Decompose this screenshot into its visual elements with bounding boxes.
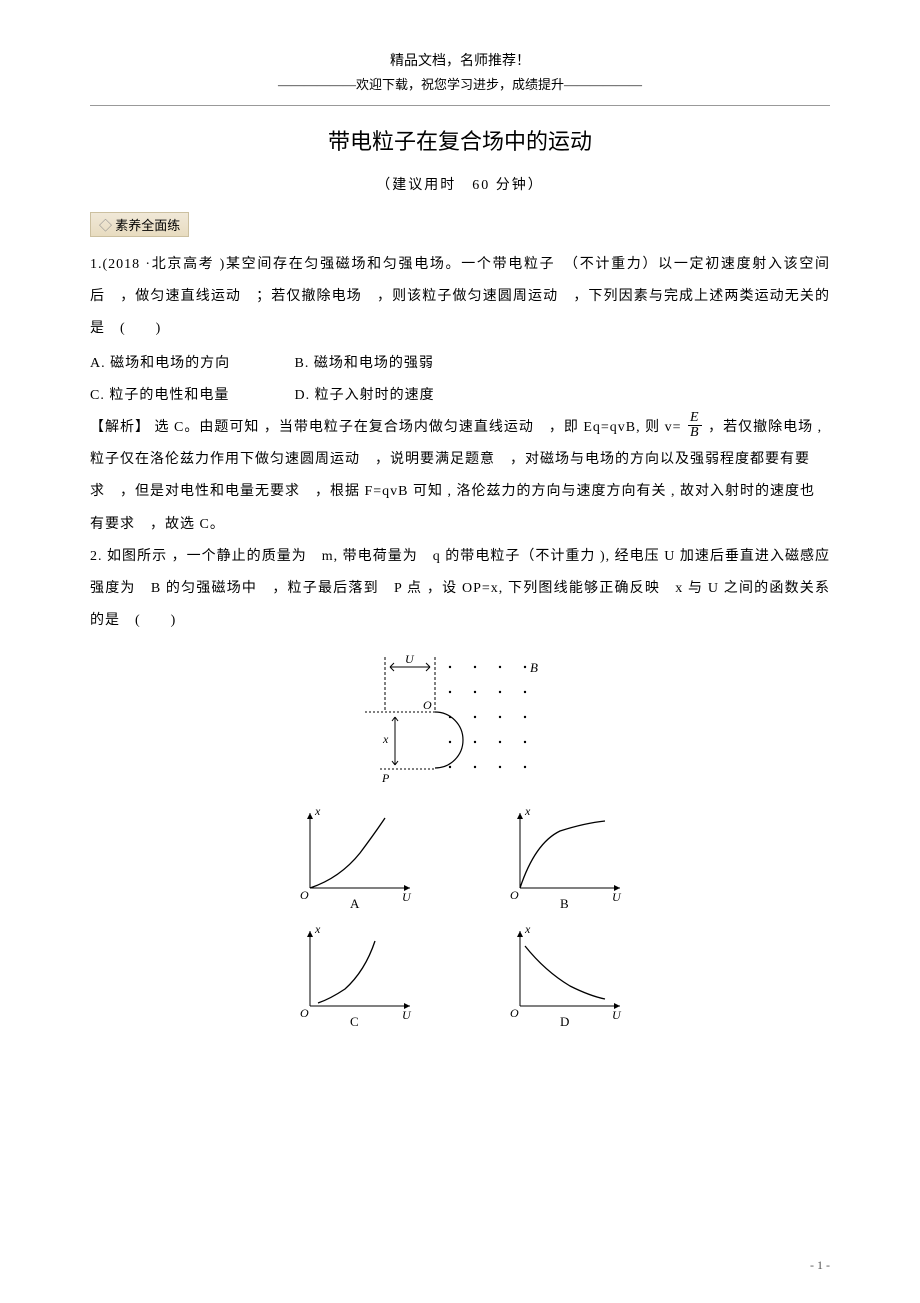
chart-a-xlabel: U [402,890,412,904]
fraction-numerator: E [688,411,702,426]
chart-a-label: A [350,896,360,911]
chart-b-curve [520,821,605,888]
chart-d-origin: O [510,1006,519,1020]
q1-answer: 【解析】 选 C。由题可知 ，当带电粒子在复合场内做匀速直线运动 ，即 Eq=q… [90,412,830,541]
answer-text-b: ，若仅撤除电场 , 粒子仅在洛伦兹力作用下做匀速圆周运动 ，说明要满足题意 ，对… [90,420,822,532]
chart-b-origin: O [510,888,519,902]
chart-d-label: D [560,1014,569,1029]
badge-text: 素养全面练 [115,218,180,233]
divider [90,105,830,106]
diagram-label-x: x [382,732,389,746]
page-title: 带电粒子在复合场中的运动 [90,124,830,156]
chart-b-xlabel: U [612,890,622,904]
header-line2: ——————欢迎下载，祝您学习进步，成绩提升—————— [90,74,830,93]
chart-b-svg: x U O B [500,803,630,913]
chart-c-curve [318,941,375,1003]
chart-c-ylabel: x [314,922,321,936]
header-line1: 精品文档，名师推荐！ [90,50,830,70]
chart-a-origin: O [300,888,309,902]
particle-path-arc [435,712,463,768]
diagram-label-b: B [530,660,538,675]
chart-c-label: C [350,1014,359,1029]
q1-options-row2: C. 粒子的电性和电量 D. 粒子入射时的速度 [90,380,830,412]
q1-opt-b: B. 磁场和电场的强弱 [295,348,434,380]
chart-b-ylabel: x [524,804,531,818]
answer-text-a: 选 C。由题可知 ，当带电粒子在复合场内做匀速直线运动 ，即 Eq=qvB, 则… [155,420,682,435]
accelerator-diagram-svg: U O x P B [360,647,560,797]
page-footer: - 1 - [810,1258,830,1273]
section-badge: ◇ 素养全面练 [90,212,189,237]
answer-label: 【解析】 [90,420,150,435]
page-subtitle: （建议用时 60 分钟） [90,174,830,194]
chart-d-curve [525,946,605,999]
badge-dot-icon: ◇ [99,218,112,233]
fraction-e-over-b: E B [688,411,702,440]
q1-opt-c: C. 粒子的电性和电量 [90,380,290,412]
chart-d-xlabel: U [612,1008,622,1022]
chart-d-ylabel: x [524,922,531,936]
chart-c-origin: O [300,1006,309,1020]
q2-stem: 2. 如图所示 ，一个静止的质量为 m, 带电荷量为 q 的带电粒子（不计重力 … [90,541,830,638]
chart-a-svg: x U O A [290,803,420,913]
diagram-label-o: O [423,698,432,712]
chart-c-xlabel: U [402,1008,412,1022]
chart-a-curve [310,818,385,888]
q1-options-row1: A. 磁场和电场的方向 B. 磁场和电场的强弱 [90,348,830,380]
q1-opt-d: D. 粒子入射时的速度 [295,380,435,412]
fraction-denominator: B [688,426,702,440]
q2-diagram: U O x P B [90,647,830,797]
q1-stem: 1.(2018 ·北京高考 )某空间存在匀强磁场和匀强电场。一个带电粒子 （不计… [90,249,830,346]
chart-a-ylabel: x [314,804,321,818]
diagram-label-p: P [381,771,390,785]
chart-c-svg: x U O C [290,921,420,1031]
chart-d-svg: x U O D [500,921,630,1031]
q1-opt-a: A. 磁场和电场的方向 [90,348,290,380]
answer-charts: x U O A x U O B x U O C [90,803,830,1031]
chart-b-label: B [560,896,569,911]
diagram-label-u: U [405,652,415,666]
